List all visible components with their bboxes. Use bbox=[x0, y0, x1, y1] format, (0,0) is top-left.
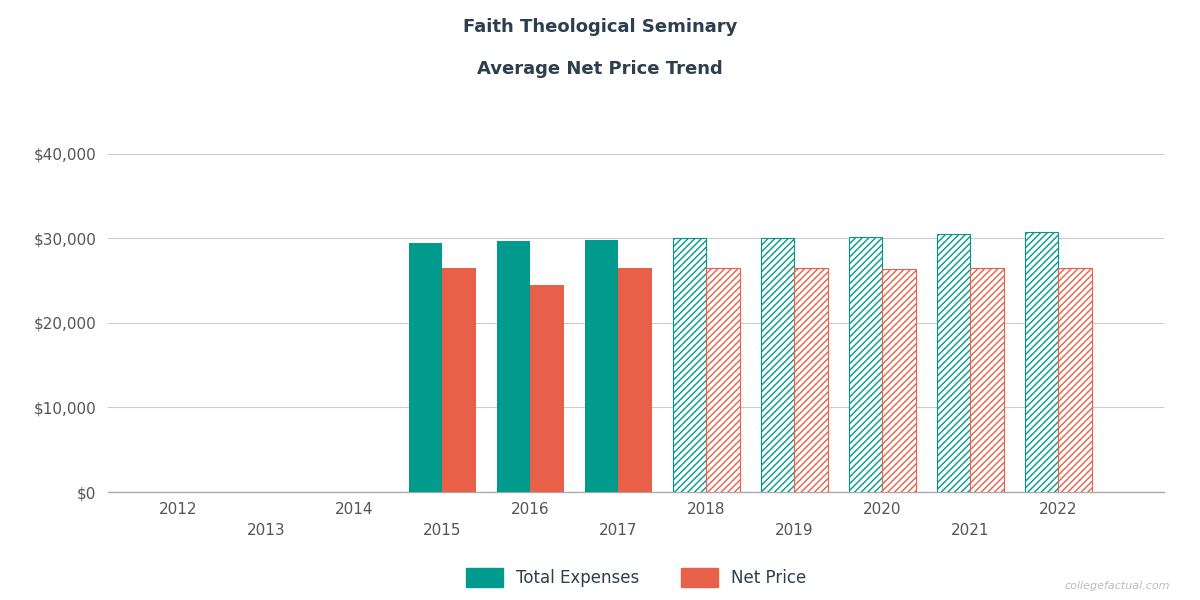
Bar bbox=[971, 268, 1004, 492]
Bar bbox=[443, 268, 476, 492]
Bar bbox=[618, 268, 652, 492]
Bar bbox=[497, 241, 530, 492]
Bar bbox=[409, 244, 443, 492]
Bar bbox=[848, 236, 882, 492]
Legend: Total Expenses, Net Price: Total Expenses, Net Price bbox=[457, 559, 815, 595]
Text: Average Net Price Trend: Average Net Price Trend bbox=[478, 60, 722, 78]
Bar bbox=[707, 268, 740, 492]
Bar bbox=[937, 234, 971, 492]
Bar bbox=[761, 238, 794, 492]
Bar bbox=[584, 240, 618, 492]
Bar bbox=[794, 268, 828, 492]
Bar bbox=[530, 285, 564, 492]
Bar bbox=[673, 238, 707, 492]
Bar bbox=[1025, 232, 1058, 492]
Bar bbox=[1058, 268, 1092, 492]
Text: Faith Theological Seminary: Faith Theological Seminary bbox=[463, 18, 737, 36]
Text: collegefactual.com: collegefactual.com bbox=[1064, 581, 1170, 591]
Bar bbox=[882, 269, 916, 492]
